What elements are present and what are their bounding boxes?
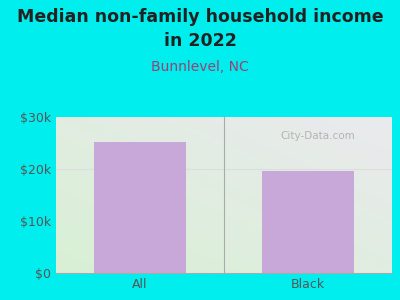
- Bar: [262, 171, 354, 273]
- Text: City-Data.com: City-Data.com: [281, 131, 356, 141]
- Text: Bunnlevel, NC: Bunnlevel, NC: [151, 60, 249, 74]
- Text: Median non-family household income: Median non-family household income: [17, 8, 383, 26]
- Bar: [94, 142, 186, 273]
- Text: in 2022: in 2022: [164, 32, 236, 50]
